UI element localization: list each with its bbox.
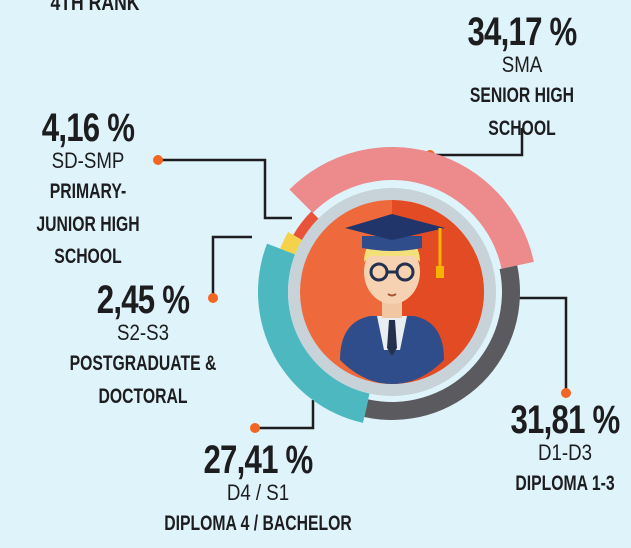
value-label: 2,45 % <box>65 280 221 320</box>
chart-title: 4TH RANK <box>51 0 140 16</box>
segment-name: POSTGRADUATE & DOCTORAL <box>68 348 218 413</box>
value-label: 31,81 % <box>503 400 628 440</box>
leader-dot <box>561 388 571 398</box>
segment-code: D1-D3 <box>497 442 631 464</box>
leader-line <box>515 298 566 393</box>
segment-code: D4 / S1 <box>148 482 369 504</box>
segment-name: DIPLOMA 1-3 <box>505 468 625 501</box>
infographic: 4TH RANK 4,16 %SD-SMP PRIMARY-JUNIOR HIGH… <box>0 0 631 548</box>
segment-label: 31,81 %D1-D3 DIPLOMA 1-3 <box>485 400 631 501</box>
segment-name: PRIMARY-JUNIOR HIGH SCHOOL <box>21 176 156 274</box>
value-label: 34,17 % <box>436 12 608 52</box>
value-label: 4,16 % <box>18 108 158 148</box>
segment-label: 2,45 %S2-S3 POSTGRADUATE & DOCTORAL <box>43 280 243 413</box>
leader-line <box>158 160 292 218</box>
leader-line <box>255 400 313 428</box>
segment-code: SMA <box>429 54 616 76</box>
segment-name: SENIOR HIGH SCHOOL <box>440 80 605 145</box>
segment-code: SD-SMP <box>12 150 165 172</box>
segment-name: DIPLOMA 4 / BACHELOR <box>161 508 356 541</box>
segment-label: 34,17 %SMA SENIOR HIGH SCHOOL <box>412 12 631 145</box>
leader-dot <box>250 423 260 433</box>
segment-label: 27,41 %D4 / S1 DIPLOMA 4 / BACHELOR <box>128 440 388 541</box>
segment-label: 4,16 %SD-SMP PRIMARY-JUNIOR HIGH SCHOOL <box>0 108 178 274</box>
segment-code: S2-S3 <box>58 322 228 344</box>
value-label: 27,41 % <box>157 440 360 480</box>
